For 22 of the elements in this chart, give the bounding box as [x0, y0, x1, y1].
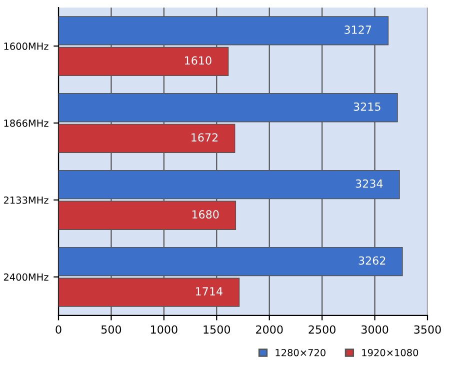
y-tick-label: 1600MHz	[4, 42, 48, 50]
data-label: 3262	[358, 256, 386, 265]
data-label: 3127	[344, 26, 372, 34]
x-tick-label: 1000	[151, 325, 178, 334]
data-label: 3234	[356, 179, 383, 188]
x-tick-label: 3500	[414, 325, 441, 334]
y-tick-label: 2133MHz	[4, 196, 48, 204]
x-tick-label: 0	[56, 325, 62, 334]
x-tick-label: 3000	[361, 325, 388, 334]
data-label: 1672	[192, 133, 218, 142]
data-label: 1680	[192, 210, 219, 219]
y-tick-label: 2400MHz	[4, 273, 48, 281]
x-tick-label: 1500	[204, 325, 230, 334]
legend-label: 1920×1080	[362, 348, 418, 356]
x-tick-label: 2500	[308, 325, 336, 334]
x-tick-label: 2000	[256, 325, 283, 334]
y-tick-label: 1866MHz	[4, 120, 48, 127]
data-label: 1714	[196, 287, 222, 296]
data-label: 1610	[185, 56, 212, 65]
legend-label: 1280×720	[276, 348, 326, 356]
x-tick-label: 500	[101, 325, 122, 334]
data-label: 3215	[354, 102, 380, 111]
